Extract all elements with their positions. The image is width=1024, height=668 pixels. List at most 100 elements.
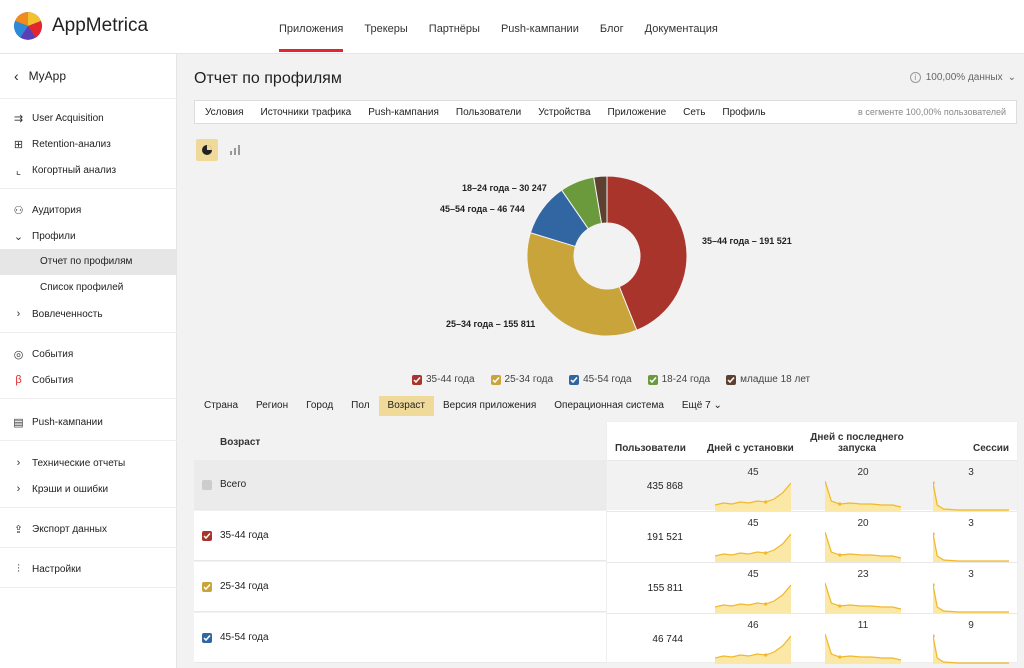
column-header-users[interactable]: Пользователи (615, 443, 686, 454)
top-navigation: Приложения Трекеры Партнёры Push-кампани… (279, 0, 739, 54)
sparkline-sessions: 3 (933, 567, 1009, 613)
sidebar-item-profile-list[interactable]: Список профилей (40, 282, 124, 293)
dimension-tabs: Страна Регион Город Пол Возраст Версия п… (195, 396, 731, 416)
nav-partners[interactable]: Партнёры (428, 23, 480, 35)
checkbox-icon[interactable] (202, 480, 212, 490)
sidebar-divider (0, 507, 177, 508)
filter-devices[interactable]: Устройства (538, 106, 591, 118)
users-value: 435 868 (646, 481, 683, 492)
sidebar-item-user-acquisition[interactable]: ⇉ User Acquisition (12, 110, 104, 126)
nav-blog[interactable]: Блог (599, 23, 624, 35)
data-coverage[interactable]: i 100,00% данных ⌄ (909, 72, 1016, 83)
row-label: 25-34 года (220, 581, 269, 592)
tab-gender[interactable]: Пол (351, 400, 370, 411)
column-header-sessions[interactable]: Сессии (973, 443, 1010, 454)
sidebar-item-settings[interactable]: ⫶ Настройки (12, 561, 81, 577)
sidebar-item-profiles[interactable]: ⌄ Профили (12, 228, 76, 244)
sidebar-item-push[interactable]: ▤ Push-кампании (12, 414, 103, 430)
sidebar-item-crashes[interactable]: › Крэши и ошибки (12, 481, 108, 497)
metric-value: 23 (857, 569, 869, 580)
filter-profile[interactable]: Профиль (722, 106, 766, 118)
row-label: Всего (220, 479, 247, 490)
nav-trackers[interactable]: Трекеры (364, 23, 408, 35)
users-value: 46 744 (652, 634, 683, 645)
filter-traffic-sources[interactable]: Источники трафика (260, 106, 352, 118)
sparkline-graph (825, 531, 901, 562)
tab-country[interactable]: Страна (204, 400, 239, 411)
sparkline-sessions: 9 (933, 618, 1009, 664)
metrics-panel: Пользователи Дней с установки Дней с пос… (607, 422, 1017, 664)
sidebar-item-label: Push-кампании (32, 416, 103, 428)
tab-os[interactable]: Операционная система (554, 400, 664, 411)
slice-35-44[interactable] (606, 175, 688, 331)
pie-view-button[interactable] (196, 139, 218, 161)
sidebar-item-events-beta[interactable]: β События (12, 372, 73, 388)
slice-under-18[interactable] (593, 175, 608, 225)
legend-item-under-18[interactable]: младше 18 лет (726, 374, 810, 385)
sparkline-graph (715, 533, 791, 562)
legend-item-45-54[interactable]: 45-54 года (569, 374, 632, 385)
metric-value: 45 (747, 467, 759, 478)
acquisition-icon: ⇉ (13, 112, 24, 125)
sidebar-item-tech-reports[interactable]: › Технические отчеты (12, 455, 126, 471)
sidebar-divider (0, 587, 177, 588)
filter-conditions[interactable]: Условия (205, 106, 244, 118)
checkbox-checked-icon[interactable] (202, 582, 212, 592)
chevron-down-icon: ⌄ (1007, 72, 1016, 83)
metric-value: 11 (857, 620, 869, 631)
sidebar-item-cohort[interactable]: ⌞ Когортный анализ (12, 162, 116, 178)
top-header: AppMetrica Приложения Трекеры Партнёры P… (0, 0, 1024, 54)
sidebar-item-export[interactable]: ⇪ Экспорт данных (12, 521, 107, 537)
legend-item-35-44[interactable]: 35-44 года (412, 374, 475, 385)
sparkline-last: 20 (825, 465, 901, 511)
filter-push-campaign[interactable]: Push-кампания (368, 106, 439, 118)
brand-name: AppMetrica (52, 15, 149, 36)
app-back-link[interactable]: ‹ MyApp (14, 68, 66, 84)
sidebar-item-retention[interactable]: ⊞ Retention-анализ (12, 136, 111, 152)
logo[interactable]: AppMetrica (14, 12, 148, 40)
column-header-days-install[interactable]: Дней с установки (707, 443, 794, 454)
sparkline-graph (933, 583, 1009, 613)
sparkline-sessions: 3 (933, 465, 1009, 511)
sidebar-item-label: Retention-анализ (32, 138, 111, 150)
tab-more-label: Ещё 7 (681, 400, 711, 411)
slice-25-34[interactable] (526, 232, 638, 337)
column-header-days-last[interactable]: Дней с последнего запуска (810, 432, 904, 454)
checkbox-checked-icon (647, 374, 658, 385)
sidebar-divider (0, 98, 177, 99)
tab-app-version[interactable]: Версия приложения (442, 400, 537, 411)
checkbox-checked-icon[interactable] (202, 633, 212, 643)
checkbox-checked-icon[interactable] (202, 531, 212, 541)
metrics-row: 155 811 45 23 3 (607, 562, 1017, 613)
tab-age[interactable]: Возраст (378, 396, 434, 416)
checkbox-checked-icon (569, 374, 580, 385)
tab-region[interactable]: Регион (256, 400, 289, 411)
bar-view-button[interactable] (224, 139, 246, 161)
legend-label: 35-44 года (426, 374, 475, 385)
sidebar-item-events[interactable]: ◎ События (12, 346, 74, 362)
sidebar-item-profile-report[interactable]: Отчет по профилям (0, 249, 176, 275)
filter-application[interactable]: Приложение (607, 106, 667, 118)
sidebar-item-engagement[interactable]: › Вовлеченность (12, 306, 103, 322)
sidebar-divider (0, 332, 177, 333)
bar-chart-icon (230, 145, 240, 155)
nav-push-campaigns[interactable]: Push-кампании (500, 23, 579, 35)
sidebar-divider (0, 440, 177, 441)
sparkline-install: 46 (715, 618, 791, 664)
info-icon: i (909, 72, 921, 83)
sidebar-item-audience[interactable]: ⚇ Аудитория (12, 202, 82, 218)
filter-users[interactable]: Пользователи (455, 106, 522, 118)
sidebar-item-label: Вовлеченность (32, 308, 103, 320)
column-header-age[interactable]: Возраст (220, 437, 261, 448)
sidebar-item-label: Экспорт данных (32, 523, 107, 535)
tab-more[interactable]: Ещё 7 ⌄ (673, 396, 731, 416)
settings-sliders-icon: ⫶ (17, 562, 20, 575)
nav-applications[interactable]: Приложения (279, 0, 344, 54)
filter-network[interactable]: Сеть (683, 106, 706, 118)
tab-city[interactable]: Город (306, 400, 334, 411)
legend-item-18-24[interactable]: 18-24 года (647, 374, 710, 385)
legend-item-25-34[interactable]: 25-34 года (490, 374, 553, 385)
sparkline-graph (825, 480, 901, 511)
nav-docs[interactable]: Документация (644, 23, 718, 35)
chevron-left-icon: ‹ (14, 68, 19, 84)
